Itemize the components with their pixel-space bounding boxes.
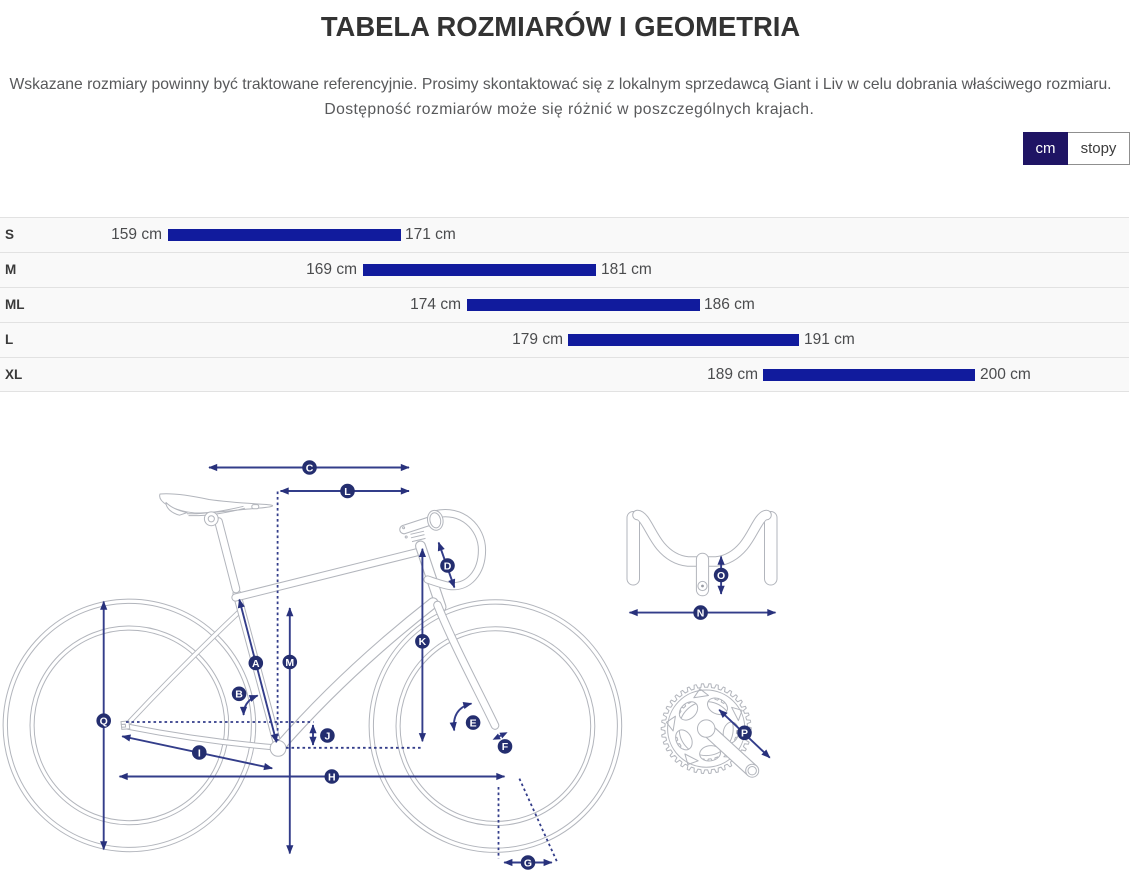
svg-text:Q: Q [100,716,108,728]
svg-text:K: K [419,636,427,648]
svg-text:L: L [344,486,351,498]
svg-text:C: C [306,462,314,474]
svg-text:B: B [235,689,243,701]
svg-text:D: D [444,560,452,572]
svg-text:O: O [717,570,725,582]
svg-text:J: J [324,730,330,742]
svg-text:H: H [328,771,336,783]
svg-text:N: N [697,607,705,619]
svg-text:P: P [741,728,748,740]
svg-text:F: F [502,741,509,753]
svg-text:E: E [470,717,477,729]
svg-text:A: A [252,658,260,670]
svg-text:M: M [285,657,294,669]
svg-text:I: I [198,747,201,759]
svg-text:G: G [524,857,532,869]
